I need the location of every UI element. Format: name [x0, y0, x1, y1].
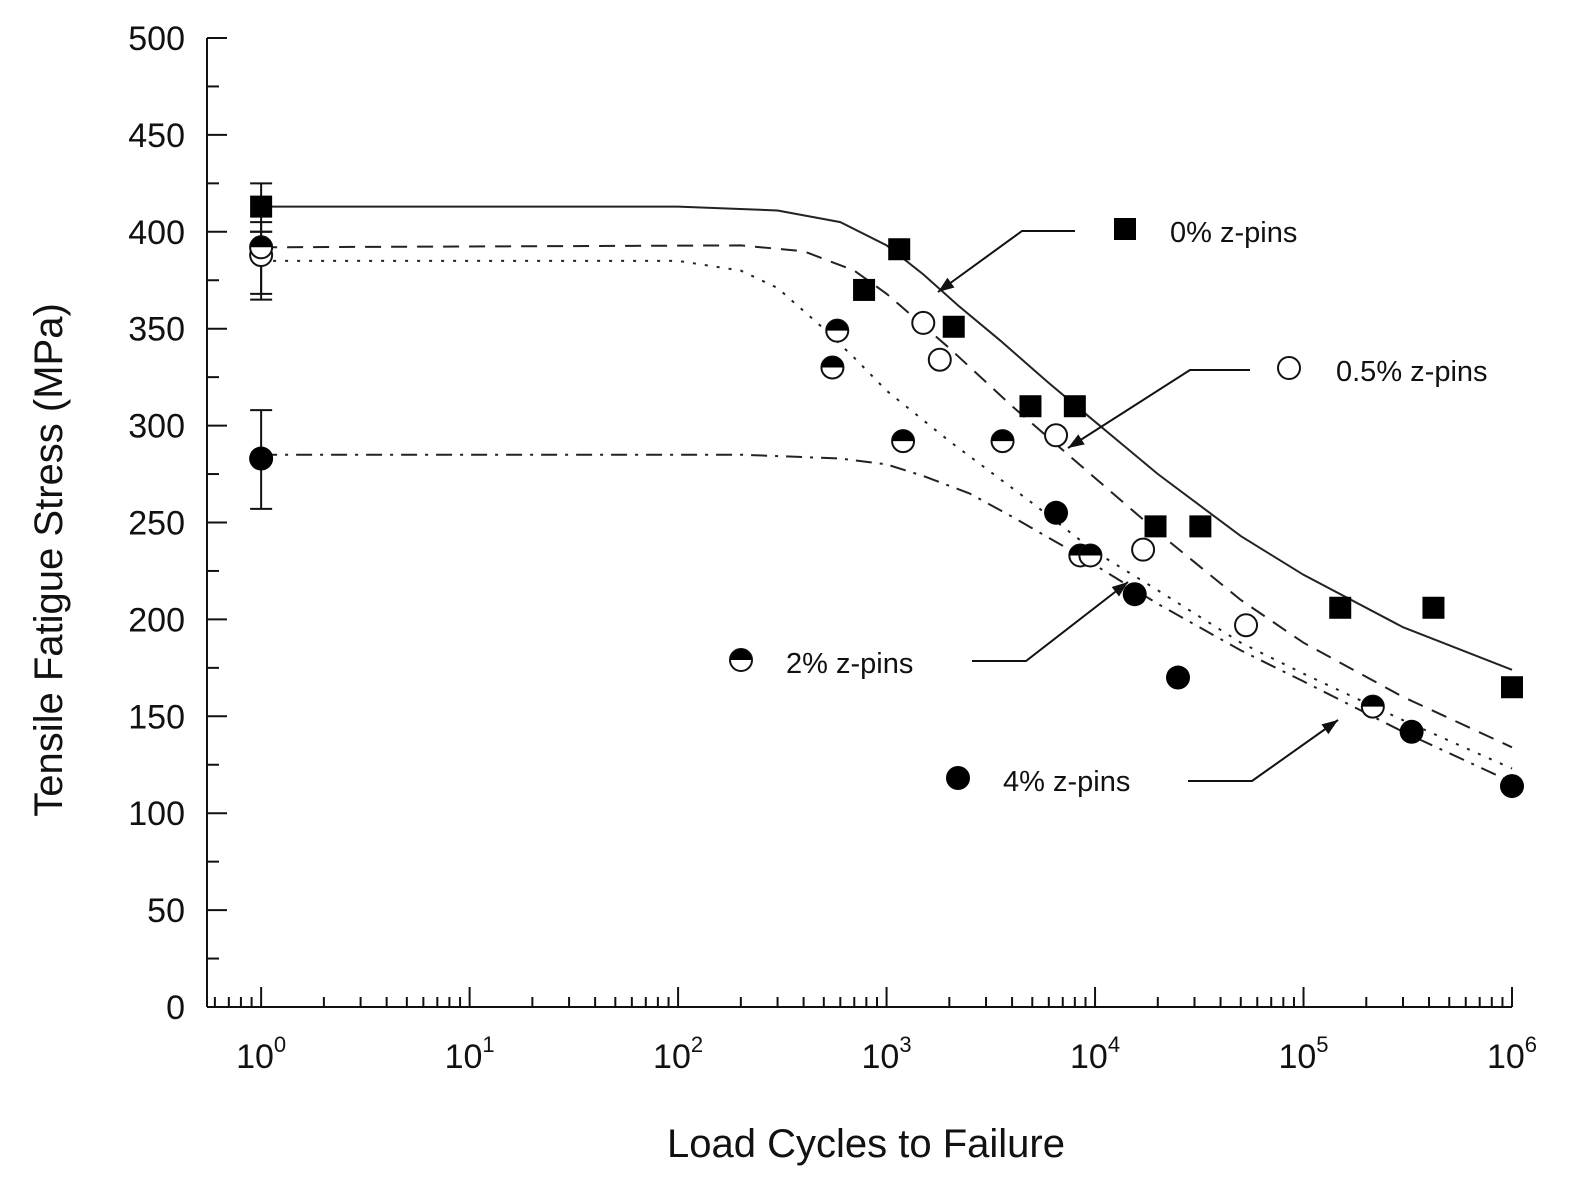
marker-fill	[892, 430, 915, 442]
y-tick-label: 500	[128, 20, 185, 58]
data-point-series-2	[249, 235, 274, 260]
legend-marker	[1114, 218, 1136, 240]
legend-marker	[729, 648, 753, 672]
data-point-series-0	[250, 195, 273, 218]
legend-marker	[946, 766, 970, 790]
fit-curve-series-1	[261, 244, 1513, 749]
y-tick-label: 100	[128, 795, 185, 833]
y-tick-label: 150	[128, 698, 185, 736]
marker-fill	[991, 430, 1014, 442]
x-tick-label: 102	[653, 1032, 703, 1076]
data-point-series-2	[891, 429, 916, 454]
legend-leader-line	[937, 230, 1075, 293]
legend-leader-line	[972, 581, 1129, 662]
y-tick-label: 200	[128, 601, 185, 639]
marker-fill	[1079, 544, 1102, 556]
legend-entry-3: 4% z-pins	[946, 719, 1339, 798]
data-point-series-0	[853, 278, 876, 301]
data-point-series-2	[1078, 543, 1103, 568]
data-point-series-3	[1500, 774, 1524, 799]
data-point-series-0	[1019, 395, 1042, 418]
data-point-series-1	[911, 310, 936, 335]
legend-label: 0.5% z-pins	[1336, 356, 1488, 388]
data-point-series-3	[1044, 500, 1069, 525]
y-tick-label: 450	[128, 117, 185, 155]
data-point-series-0	[1501, 676, 1523, 699]
data-point-series-0	[888, 238, 911, 261]
fit-curve-series-2	[261, 259, 1513, 770]
x-axis-title: Load Cycles to Failure	[667, 1122, 1065, 1166]
y-tick-label: 50	[147, 892, 185, 930]
legend-marker	[1277, 356, 1301, 380]
marker-fill	[1361, 695, 1384, 707]
y-tick-label: 400	[128, 214, 185, 252]
legend-label: 0% z-pins	[1170, 217, 1297, 249]
data-point-series-0	[1063, 395, 1086, 418]
x-tick-label: 103	[862, 1032, 912, 1076]
marker-fill	[250, 236, 273, 248]
legend-arrowhead	[938, 277, 955, 292]
y-axis-title: Tensile Fatigue Stress (MPa)	[27, 303, 71, 817]
data-point-series-0	[1144, 515, 1167, 538]
data-point-series-1	[1234, 613, 1259, 638]
x-tick-label: 106	[1487, 1032, 1537, 1076]
legend-leader-line	[1188, 719, 1339, 782]
data-point-series-1	[1131, 537, 1156, 562]
data-point-series-2	[990, 429, 1015, 454]
legend-label: 2% z-pins	[786, 648, 913, 680]
data-point-series-3	[1122, 582, 1147, 607]
x-tick-label: 100	[236, 1032, 286, 1076]
y-tick-label: 0	[166, 989, 185, 1027]
marker-fill	[730, 649, 752, 660]
data-point-series-0	[1189, 515, 1212, 538]
data-point-series-0	[1422, 596, 1445, 619]
marker-fill	[821, 356, 844, 368]
fit-curve-series-3	[261, 453, 1513, 784]
x-tick-label: 101	[445, 1032, 495, 1076]
fit-curve-series-0	[261, 205, 1513, 671]
data-point-series-3	[249, 446, 274, 471]
legend-leader-line	[1067, 369, 1250, 449]
data-point-series-3	[1166, 665, 1191, 690]
legend-entry-2: 2% z-pins	[729, 581, 1129, 680]
legend-entry-0: 0% z-pins	[937, 217, 1297, 293]
legend-arrowhead	[1111, 582, 1128, 597]
legend-entry-1: 0.5% z-pins	[1067, 356, 1488, 449]
data-point-series-1	[1044, 423, 1069, 448]
y-tick-label: 300	[128, 408, 185, 446]
legend-label: 4% z-pins	[1003, 766, 1130, 798]
data-point-series-2	[1360, 694, 1385, 719]
data-point-series-2	[825, 318, 850, 343]
legend-arrowhead	[1321, 720, 1338, 735]
marker-fill	[826, 319, 849, 331]
data-point-series-2	[820, 355, 845, 380]
x-tick-label: 105	[1278, 1032, 1328, 1076]
y-tick-label: 250	[128, 505, 185, 543]
legend-arrowhead	[1068, 434, 1085, 448]
y-tick-label: 350	[128, 311, 185, 349]
data-point-series-1	[927, 347, 952, 372]
data-point-series-0	[1329, 596, 1352, 619]
data-point-series-0	[942, 315, 965, 338]
data-point-series-3	[1399, 719, 1424, 744]
x-tick-label: 104	[1070, 1032, 1120, 1076]
